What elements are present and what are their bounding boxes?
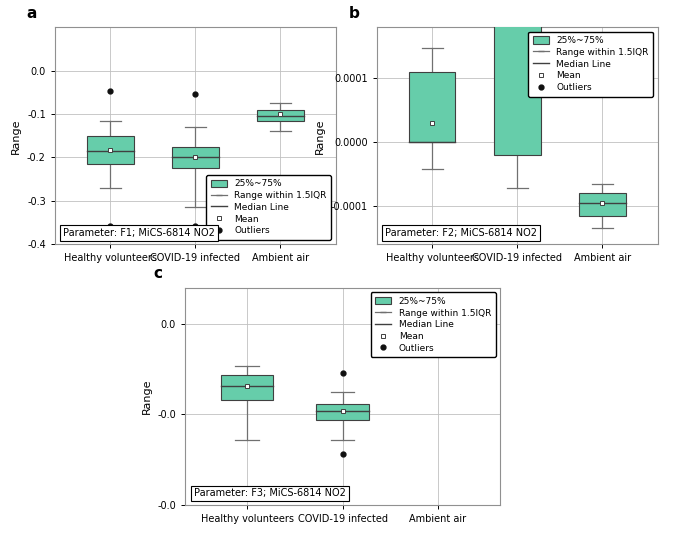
Legend: 25%~75%, Range within 1.5IQR, Median Line, Mean, Outliers: 25%~75%, Range within 1.5IQR, Median Lin… bbox=[528, 31, 653, 97]
Text: Parameter: F1; MiCS-6814 NO2: Parameter: F1; MiCS-6814 NO2 bbox=[63, 228, 215, 238]
Text: Parameter: F3; MiCS-6814 NO2: Parameter: F3; MiCS-6814 NO2 bbox=[195, 489, 347, 498]
Bar bbox=[409, 72, 456, 142]
Bar bbox=[172, 147, 219, 168]
Y-axis label: Range: Range bbox=[12, 118, 21, 154]
Bar bbox=[257, 110, 303, 121]
Bar bbox=[316, 403, 369, 420]
Bar bbox=[579, 193, 625, 216]
Bar bbox=[412, 332, 464, 337]
Bar bbox=[87, 136, 134, 164]
Text: a: a bbox=[27, 5, 37, 21]
Legend: 25%~75%, Range within 1.5IQR, Median Line, Mean, Outliers: 25%~75%, Range within 1.5IQR, Median Lin… bbox=[206, 175, 331, 240]
Text: Parameter: F2; MiCS-6814 NO2: Parameter: F2; MiCS-6814 NO2 bbox=[385, 228, 537, 238]
Bar bbox=[221, 375, 273, 400]
Bar bbox=[494, 0, 540, 155]
Legend: 25%~75%, Range within 1.5IQR, Median Line, Mean, Outliers: 25%~75%, Range within 1.5IQR, Median Lin… bbox=[371, 292, 495, 357]
Y-axis label: Range: Range bbox=[315, 118, 325, 154]
Text: b: b bbox=[349, 5, 360, 21]
Text: c: c bbox=[153, 266, 162, 281]
Y-axis label: Range: Range bbox=[142, 378, 151, 414]
